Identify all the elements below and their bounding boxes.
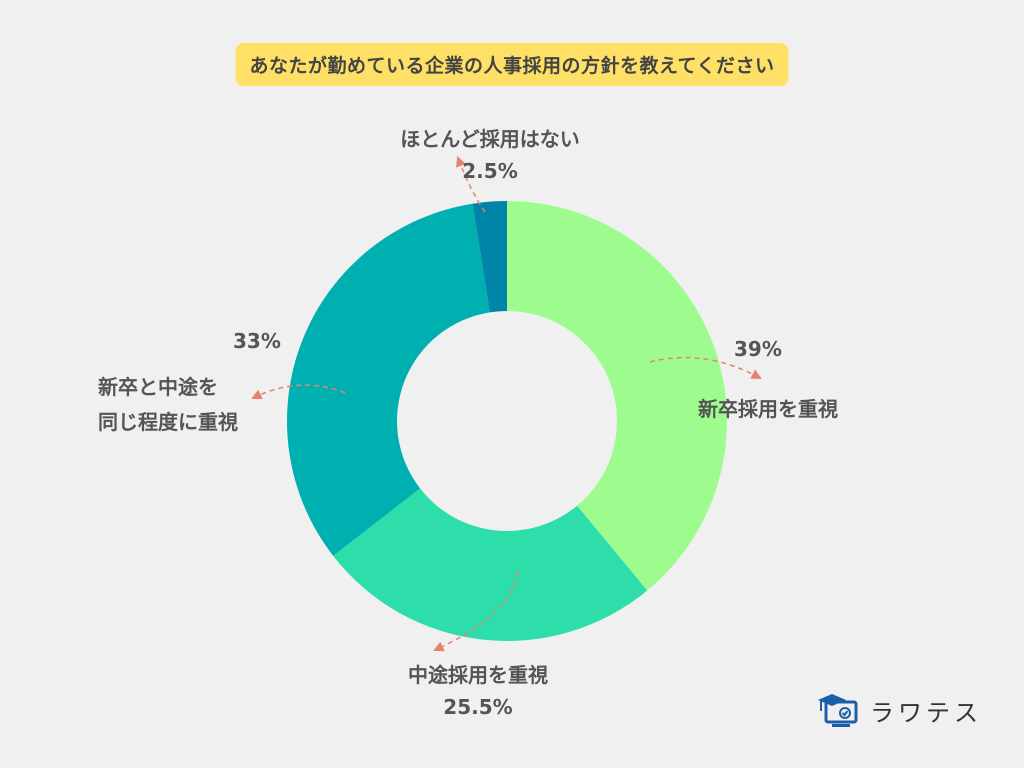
donut-slice-3 <box>472 201 507 313</box>
slice-value-label-2: 33% <box>233 329 281 353</box>
graduation-monitor-icon <box>818 694 858 727</box>
donut-slice-2 <box>287 203 490 556</box>
donut-slice-0 <box>507 201 728 591</box>
donut-slice-1 <box>333 488 648 642</box>
slice-category-label-2-line1: 新卒と中途を <box>98 375 218 399</box>
slice-value-label-0: 39% <box>734 337 782 361</box>
slice-category-label-0: 新卒採用を重視 <box>698 397 838 421</box>
slice-value-label-3: 2.5% <box>462 159 518 183</box>
leader-arrow-slice-3 <box>456 156 486 213</box>
slice-value-label-1: 25.5% <box>443 695 513 719</box>
leader-arrow-slice-1 <box>433 571 519 652</box>
leader-arrow-slice-2 <box>251 384 346 400</box>
logo-text: ラワテス <box>870 698 982 727</box>
slice-category-label-3: ほとんど採用はない <box>400 127 580 151</box>
slice-category-label-1: 中途採用を重視 <box>408 663 548 687</box>
brand-logo: ラワテス <box>816 690 982 730</box>
chart-title: あなたが勤めている企業の人事採用の方針を教えてください <box>235 43 789 86</box>
leader-arrow-slice-0 <box>649 356 762 380</box>
slice-category-label-2-line2: 同じ程度に重視 <box>98 410 238 434</box>
